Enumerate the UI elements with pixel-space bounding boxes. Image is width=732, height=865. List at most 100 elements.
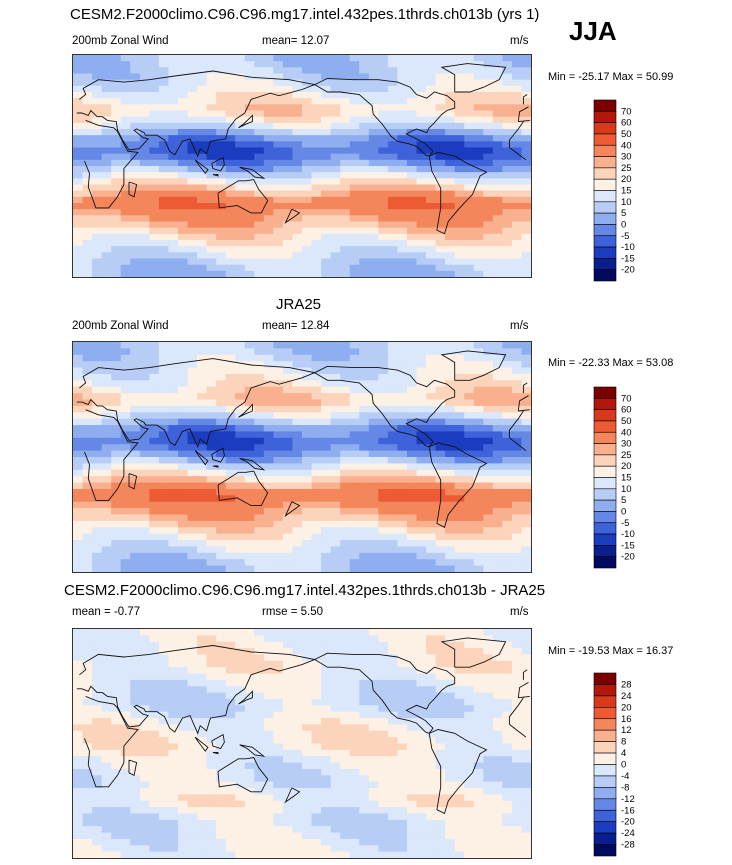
contour-cell [435, 129, 446, 136]
contour-cell [521, 221, 531, 229]
contour-cell [292, 444, 303, 452]
contour-cell [235, 373, 246, 381]
contour-cell [368, 418, 379, 426]
contour-cell [244, 730, 255, 738]
colorbar-tick-label: 60 [621, 118, 632, 129]
contour-cell [387, 718, 399, 726]
contour-cell [139, 800, 150, 808]
contour-cell [454, 514, 465, 522]
contour-cell [120, 203, 131, 210]
contour-cell [311, 514, 322, 522]
contour-cell [149, 98, 160, 105]
contour-cell [73, 110, 84, 118]
contour-cell [492, 373, 503, 381]
contour-cell [368, 240, 379, 247]
contour-cell [225, 425, 236, 433]
contour-cell [244, 425, 255, 433]
contour-cell [359, 546, 370, 554]
contour-cell [168, 79, 179, 87]
contour-cell [311, 501, 322, 509]
panel2-colorbar: 70 60 50 40 30 25 20 15 10 5 0 -5 -10 -15 -20 [593, 386, 635, 569]
contour-cell [359, 354, 370, 362]
contour-cell [511, 141, 523, 149]
contour-cell [235, 514, 246, 522]
contour-cell [187, 514, 198, 522]
contour-cell [101, 635, 112, 643]
contour-cell [464, 635, 475, 643]
contour-cell [445, 172, 456, 179]
contour-cell [206, 85, 217, 93]
contour-cell [120, 55, 131, 62]
contour-cell [368, 673, 379, 681]
contour-cell [187, 55, 198, 62]
contour-cell [406, 412, 418, 420]
contour-cell [82, 240, 93, 247]
contour-cell [130, 775, 141, 783]
contour-cell [445, 565, 456, 572]
contour-cell [273, 533, 284, 541]
contour-cell [273, 794, 284, 802]
contour-cell [492, 215, 503, 223]
contour-cell [273, 711, 284, 719]
contour-cell [426, 221, 437, 229]
contour-cell [139, 762, 150, 770]
contour-cell [311, 92, 322, 99]
contour-cell [321, 667, 332, 675]
panel1-min-max: Min = -25.17 Max = 50.99 [548, 71, 674, 83]
contour-cell [168, 246, 179, 253]
contour-cell [311, 55, 322, 62]
contour-cell [206, 129, 217, 136]
contour-cell [435, 246, 446, 253]
contour-cell [149, 775, 160, 783]
contour-cell [502, 67, 513, 75]
contour-cell [387, 61, 399, 68]
contour-cell [349, 648, 360, 656]
contour-cell [483, 768, 494, 776]
contour-cell [454, 264, 465, 272]
contour-cell [197, 215, 208, 223]
contour-cell [321, 501, 332, 509]
contour-cell [187, 546, 198, 554]
contour-cell [130, 159, 141, 167]
contour-cell [387, 667, 399, 675]
contour-cell [340, 679, 351, 687]
contour-cell [149, 166, 160, 173]
contour-cell [92, 488, 103, 496]
contour-cell [139, 252, 150, 260]
contour-cell [349, 533, 360, 541]
contour-cell [330, 264, 341, 272]
contour-cell [244, 692, 255, 700]
contour-cell [273, 196, 284, 204]
contour-cell [330, 476, 341, 484]
contour-cell [302, 495, 313, 503]
contour-cell [330, 495, 341, 503]
contour-cell [416, 686, 427, 694]
contour-cell [254, 104, 265, 112]
contour-cell [130, 110, 141, 118]
contour-cell [101, 258, 112, 266]
contour-cell [111, 348, 122, 356]
contour-cell [282, 813, 294, 821]
contour-cell [359, 79, 370, 87]
contour-cell [359, 85, 370, 93]
contour-cell [273, 104, 284, 112]
contour-cell [521, 190, 531, 198]
contour-cell [502, 679, 513, 687]
contour-cell [263, 98, 274, 105]
contour-cell [511, 629, 523, 636]
contour-cell [216, 718, 227, 726]
contour-cell [235, 354, 246, 362]
contour-cell [321, 476, 332, 484]
contour-cell [445, 367, 456, 375]
contour-cell [149, 258, 160, 266]
contour-cell [139, 270, 150, 277]
colorbar-swatch [593, 545, 617, 557]
contour-cell [92, 418, 103, 426]
contour-cell [340, 444, 351, 452]
contour-cell [378, 730, 389, 738]
contour-cell [330, 743, 341, 751]
contour-cell [92, 110, 103, 118]
contour-cell [378, 380, 389, 388]
contour-cell [406, 730, 418, 738]
contour-cell [225, 724, 236, 732]
